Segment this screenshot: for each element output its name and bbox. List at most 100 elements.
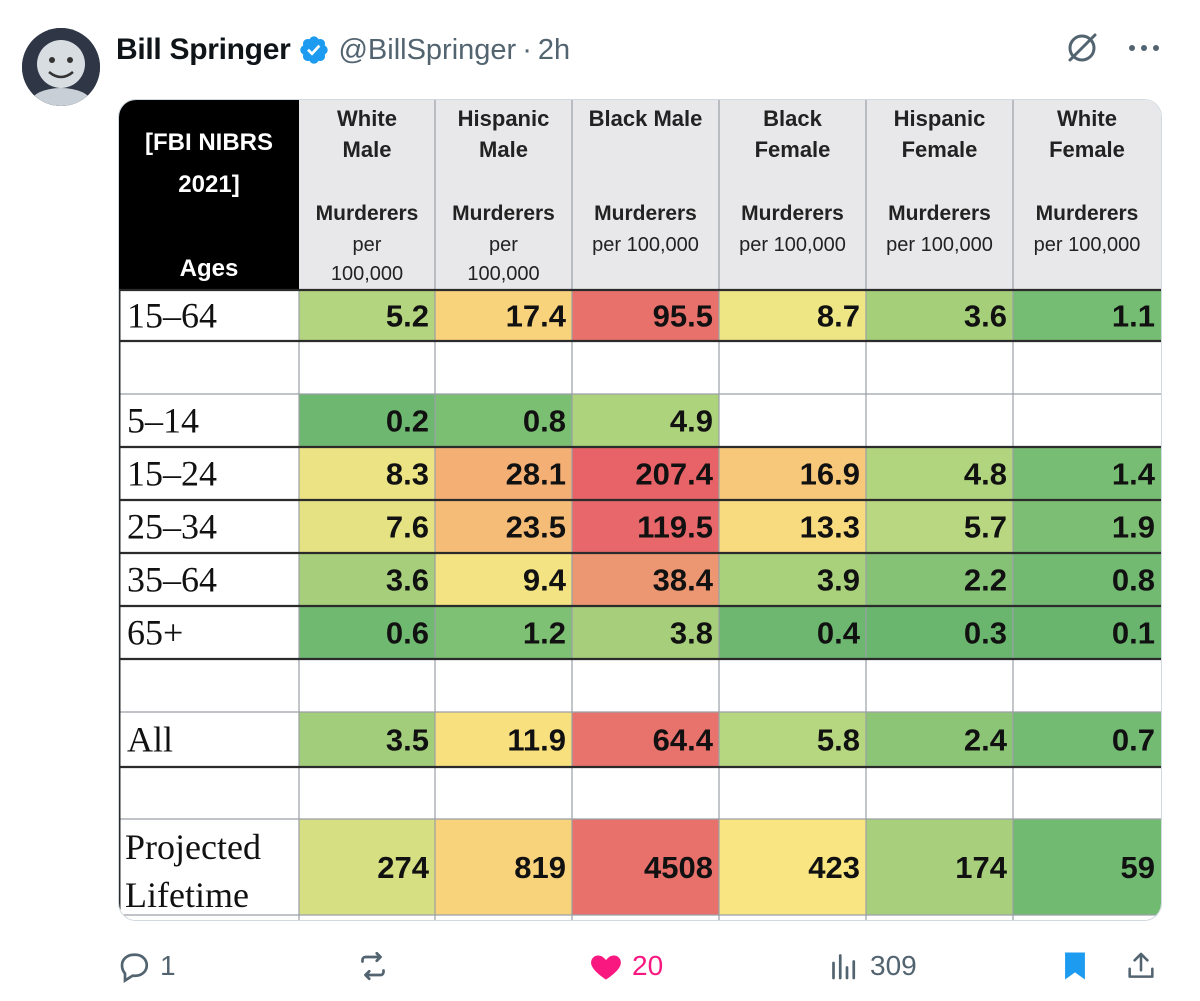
table-cell: [1013, 712, 1161, 767]
like-count: 20: [632, 950, 664, 981]
table-cell: [866, 500, 1013, 553]
table-cell: [435, 606, 572, 659]
views-button[interactable]: 309: [826, 936, 917, 996]
cell-value: 4508: [644, 850, 713, 885]
table-cell: [719, 553, 866, 606]
row-label-cell: [119, 659, 299, 712]
table-cell: [572, 500, 719, 553]
cell-value: 0.7: [1112, 723, 1155, 758]
row-label-cell: [119, 819, 299, 915]
row-label-cell: [119, 712, 299, 767]
table-cell: [719, 819, 866, 915]
cell-value: 119.5: [637, 510, 713, 545]
cell-value: 2.4: [964, 723, 1008, 758]
column-unit-label: Murderers: [741, 202, 844, 225]
cell-value: 819: [514, 850, 566, 885]
table-cell: [299, 394, 435, 447]
table-cell: [572, 606, 719, 659]
table-cell: [866, 712, 1013, 767]
more-dots-icon[interactable]: [1120, 30, 1168, 66]
table-cell: [572, 659, 719, 712]
column-header-cell: [1013, 100, 1161, 290]
bookmark-button[interactable]: [1058, 936, 1092, 996]
table-cell: [435, 447, 572, 500]
column-group-label: Female: [902, 137, 978, 162]
table-cell: [866, 767, 1013, 819]
cell-value: 1.9: [1112, 510, 1155, 545]
table-cell: [866, 394, 1013, 447]
row-label-cell: [119, 341, 299, 394]
cell-value: 4.9: [670, 404, 713, 439]
cell-value: 207.4: [635, 457, 713, 492]
tweet-header: Bill Springer @BillSpringer · 2h: [116, 30, 570, 70]
table-cell: [719, 341, 866, 394]
corner-label-line: 2021]: [178, 171, 239, 198]
table-cell: [299, 819, 435, 915]
table-cell: [719, 290, 866, 341]
cell-value: 59: [1121, 850, 1155, 885]
row-label-cell: [119, 553, 299, 606]
row-label-cell: [119, 290, 299, 341]
table-cell: [866, 819, 1013, 915]
table-cell: [435, 290, 572, 341]
column-group-label: Female: [1049, 137, 1125, 162]
cell-value: 5.8: [817, 723, 860, 758]
cell-value: 17.4: [506, 299, 567, 334]
table-cell: [1013, 500, 1161, 553]
retweet-button[interactable]: [354, 936, 400, 996]
table-cell: [299, 290, 435, 341]
row-label: 5–14: [127, 401, 199, 441]
column-header-cell: [572, 100, 719, 290]
table-cell: [435, 712, 572, 767]
reply-button[interactable]: 1: [116, 936, 176, 996]
column-unit-label: Murderers: [452, 202, 555, 225]
grok-icon[interactable]: [1062, 28, 1102, 68]
avatar[interactable]: [22, 28, 100, 106]
timestamp[interactable]: 2h: [537, 33, 571, 66]
cell-value: 3.9: [817, 563, 860, 598]
table-cell: [866, 553, 1013, 606]
cell-value: 28.1: [506, 457, 566, 492]
avatar-image: [22, 28, 100, 106]
table-cell: [299, 606, 435, 659]
cell-value: 423: [808, 850, 860, 885]
corner-header-cell: [119, 100, 299, 290]
row-label-cell: [119, 447, 299, 500]
table-cell: [299, 447, 435, 500]
column-unit-label: per: [353, 234, 382, 256]
column-group-label: Hispanic: [894, 106, 986, 131]
column-group-label: Black Male: [589, 106, 703, 131]
action-bar: 1 20 309: [0, 936, 1200, 996]
cell-value: 3.6: [964, 299, 1007, 334]
cell-value: 1.1: [1112, 299, 1155, 334]
heart-icon: [591, 955, 621, 980]
cell-value: 95.5: [653, 299, 713, 334]
like-button[interactable]: 20: [588, 936, 663, 996]
table-cell: [866, 341, 1013, 394]
cell-value: 1.4: [1112, 457, 1156, 492]
table-cell: [1013, 394, 1161, 447]
table-cell: [299, 500, 435, 553]
tweet-media-table[interactable]: [FBI NIBRS 2021] Ages White Male Murderers per…: [118, 99, 1162, 921]
bookmark-icon: [1065, 952, 1085, 980]
cell-value: 7.6: [386, 510, 429, 545]
column-header-cell: [866, 100, 1013, 290]
cell-value: 0.3: [964, 616, 1007, 651]
column-unit-label: 100,000: [467, 263, 539, 285]
table-cell: [299, 767, 435, 819]
column-group-label: Hispanic: [458, 106, 550, 131]
share-button[interactable]: [1124, 936, 1158, 996]
table-cell: [572, 290, 719, 341]
cell-value: 0.2: [386, 404, 429, 439]
table-cell: [299, 712, 435, 767]
table-cell: [866, 606, 1013, 659]
author-name[interactable]: Bill Springer: [116, 33, 291, 66]
table-cell: [299, 659, 435, 712]
row-label: Lifetime: [125, 875, 249, 915]
column-unit-label: per: [489, 234, 518, 256]
data-table: [FBI NIBRS 2021] Ages White Male Murderers per…: [119, 100, 1161, 920]
table-cell: [572, 767, 719, 819]
table-cell: [1013, 659, 1161, 712]
author-handle[interactable]: @BillSpringer: [338, 33, 517, 66]
cell-value: 23.5: [506, 510, 566, 545]
